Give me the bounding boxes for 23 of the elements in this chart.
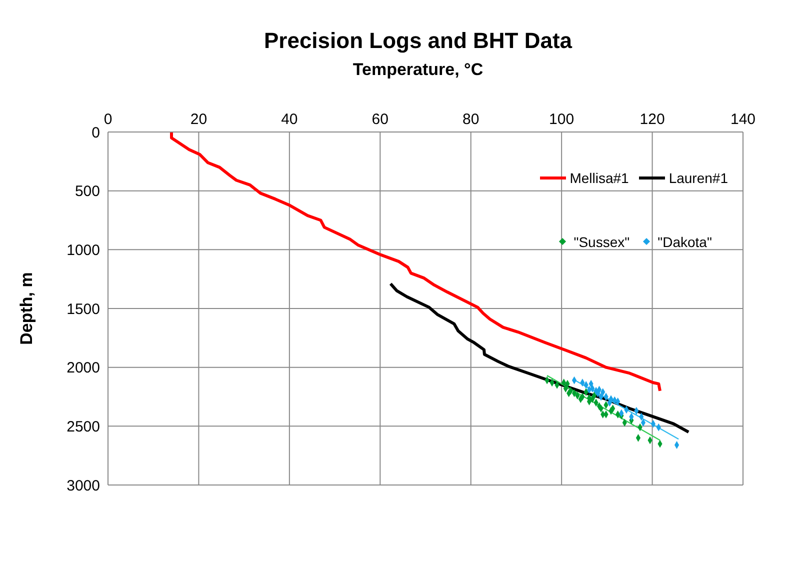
legend-label: "Dakota": [656, 234, 712, 250]
x-tick-label: 100: [549, 111, 574, 128]
x-tick-label: 80: [462, 111, 480, 128]
x-tick-label: 60: [372, 111, 388, 128]
x-tick-label: 40: [281, 111, 298, 128]
y-tick-label: 2000: [66, 360, 100, 377]
chart-title: Precision Logs and BHT Data: [262, 28, 574, 54]
x-tick-label: 140: [730, 111, 756, 128]
legend-label: Lauren#1: [668, 170, 728, 186]
legend-label: Mellisa#1: [568, 170, 629, 186]
line-series: [389, 282, 690, 434]
x-axis-title: Temperature, °C: [352, 60, 484, 80]
x-tick-label: 0: [104, 111, 112, 128]
y-tick-label: 3000: [66, 477, 100, 494]
y-tick-label: 0: [92, 124, 100, 142]
y-tick-label: 1500: [66, 300, 100, 318]
x-tick-label: 20: [190, 111, 208, 128]
y-tick-label: 2500: [66, 418, 100, 436]
y-axis-title: Depth, m: [17, 272, 36, 345]
y-tick-label: 500: [74, 183, 100, 200]
x-tick-label: 120: [640, 111, 665, 128]
legend-label: "Sussex": [572, 234, 630, 250]
y-tick-label: 1000: [66, 242, 100, 259]
